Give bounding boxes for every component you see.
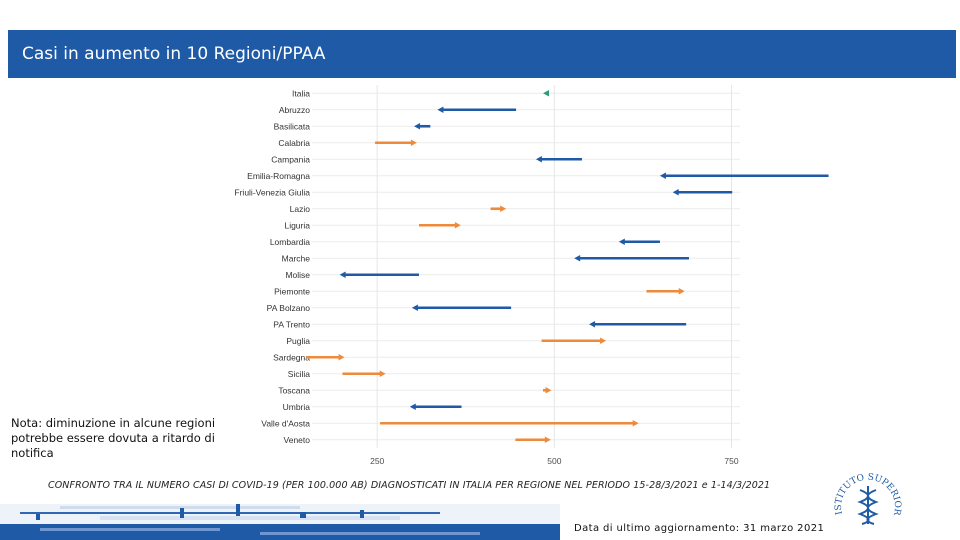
y-tick-label: Marche	[282, 253, 311, 263]
change-arrow-head	[379, 370, 386, 377]
change-arrow-head	[659, 172, 666, 179]
y-tick-label: Puglia	[286, 336, 310, 346]
change-arrow-head	[544, 436, 551, 443]
plot-panel	[312, 85, 740, 448]
y-tick-label: PA Trento	[273, 319, 310, 329]
change-arrow-head	[454, 222, 461, 229]
chart-caption: CONFRONTO TRA IL NUMERO CASI DI COVID-19…	[48, 480, 771, 491]
y-tick-label: Basilicata	[274, 121, 311, 131]
change-arrow-head	[535, 156, 542, 163]
change-arrow-head	[409, 403, 416, 410]
y-tick-label: Calabria	[278, 138, 310, 148]
change-arrow-head	[545, 387, 552, 394]
page-title: Casi in aumento in 10 Regioni/PPAA	[22, 44, 326, 64]
y-tick-label: PA Bolzano	[267, 303, 311, 313]
last-update-text: Data di ultimo aggiornamento: 31 marzo 2…	[574, 523, 825, 534]
y-tick-label: Piemonte	[274, 286, 310, 296]
x-tick-label: 750	[724, 456, 738, 466]
change-arrow-head	[437, 106, 444, 113]
y-tick-label: Emilia-Romagna	[247, 171, 310, 181]
change-arrow-head	[632, 420, 639, 427]
change-arrow-head	[589, 321, 596, 328]
y-tick-label: Valle d'Aosta	[261, 418, 310, 428]
y-tick-label: Lazio	[290, 204, 311, 214]
y-tick-label: Abruzzo	[279, 105, 310, 115]
change-arrow-head	[339, 271, 346, 278]
change-arrow-head	[338, 354, 345, 361]
change-arrow-head	[574, 255, 581, 262]
change-arrow-head	[543, 90, 550, 97]
change-arrow-head	[600, 337, 607, 344]
change-arrow-head	[500, 205, 507, 212]
y-tick-label: Sardegna	[273, 352, 310, 362]
change-arrow-head	[411, 304, 418, 311]
change-arrow-head	[678, 288, 685, 295]
y-tick-label: Liguria	[284, 220, 310, 230]
y-tick-label: Campania	[271, 154, 310, 164]
y-tick-label: Umbria	[283, 402, 311, 412]
x-tick-label: 250	[370, 456, 384, 466]
decorative-banner	[0, 504, 560, 540]
change-arrow-head	[414, 123, 421, 130]
y-tick-label: Italia	[292, 88, 310, 98]
y-tick-label: Toscana	[278, 385, 310, 395]
y-tick-label: Sicilia	[288, 369, 310, 379]
x-tick-label: 500	[547, 456, 561, 466]
y-tick-label: Lombardia	[270, 237, 310, 247]
change-arrow-head	[618, 238, 625, 245]
change-arrow-head	[410, 139, 417, 146]
iss-logo: ISTITUTO SUPERIORE DI SANITÀ	[832, 470, 902, 525]
y-tick-label: Veneto	[284, 435, 311, 445]
chart-note: Nota: diminuzione in alcune regioni potr…	[11, 416, 216, 460]
y-tick-label: Friuli-Venezia Giulia	[234, 187, 310, 197]
y-tick-label: Molise	[285, 270, 310, 280]
title-bar: Casi in aumento in 10 Regioni/PPAA	[8, 30, 956, 78]
change-arrow-head	[672, 189, 679, 196]
